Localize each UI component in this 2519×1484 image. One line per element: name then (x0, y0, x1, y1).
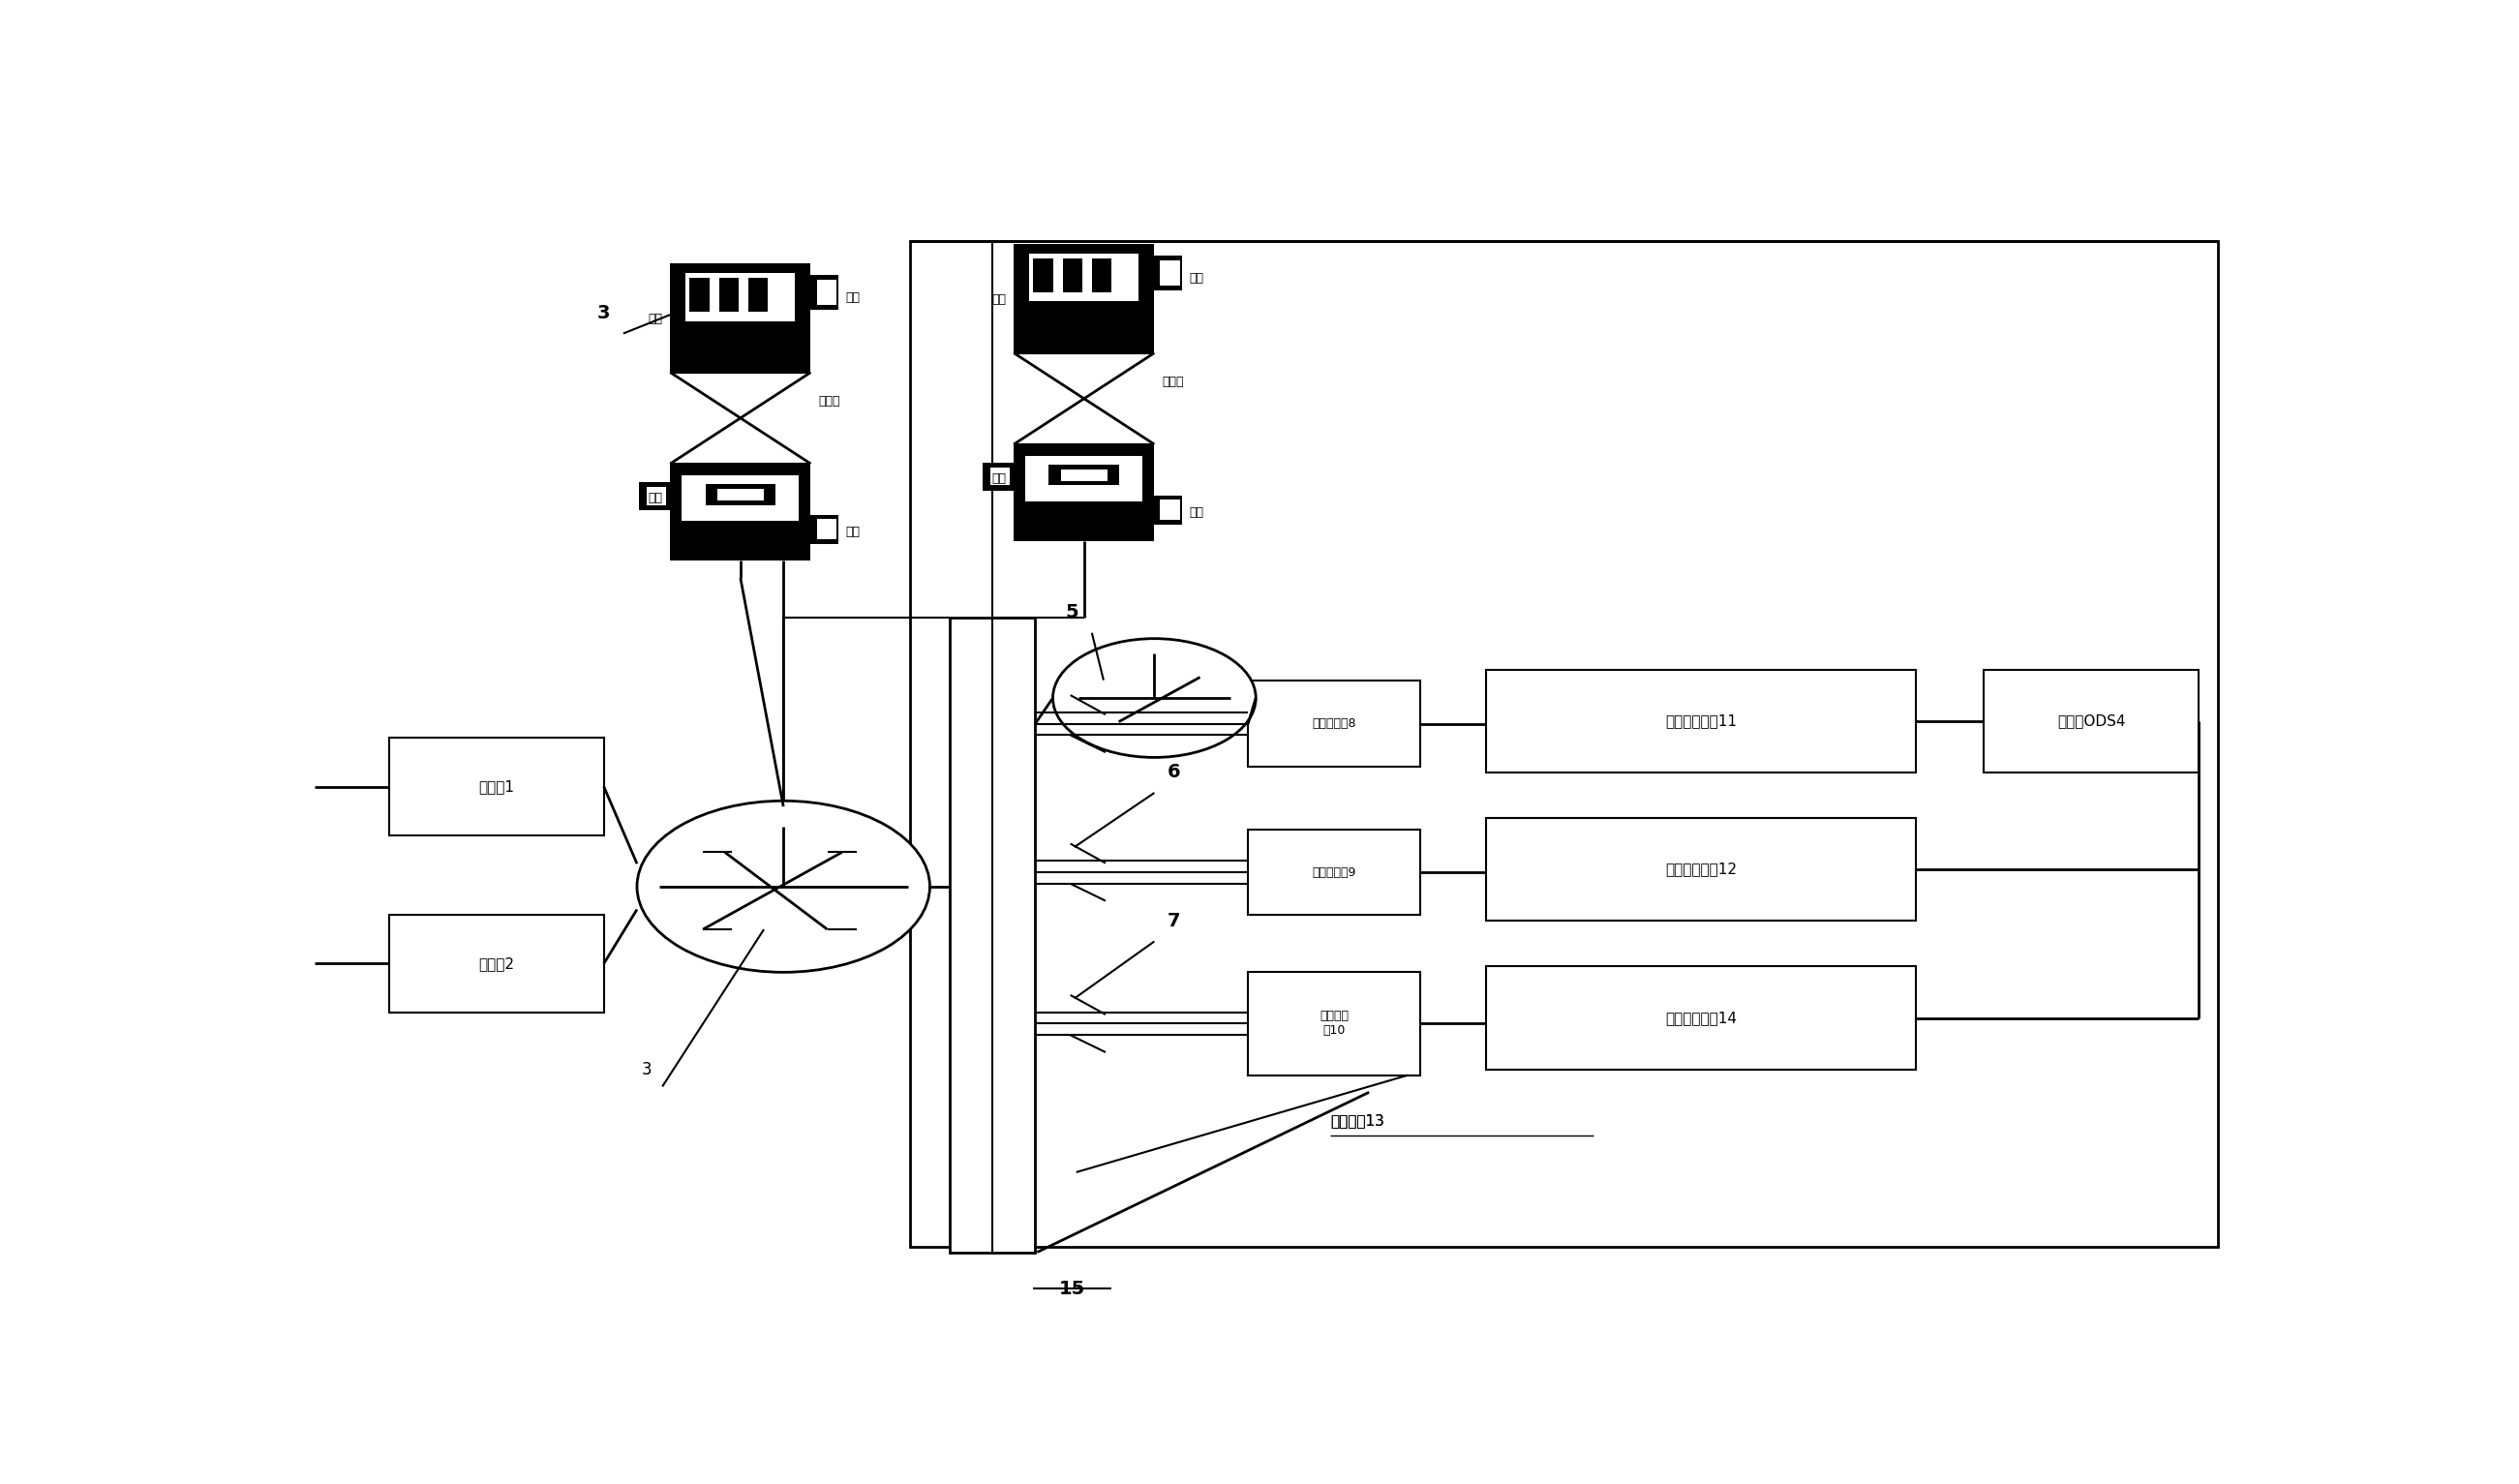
Text: 7: 7 (1166, 911, 1181, 930)
Text: 蓝火焰燃烧筒12: 蓝火焰燃烧筒12 (1665, 862, 1736, 877)
Bar (1013, 444, 1154, 542)
Bar (1161, 260, 1179, 285)
Bar (683, 475, 799, 521)
Bar (748, 278, 768, 312)
Bar (1060, 469, 1108, 481)
Text: 调节风门13: 调节风门13 (1330, 1113, 1383, 1128)
Bar (1247, 972, 1421, 1074)
Bar (705, 484, 776, 505)
Bar (950, 617, 1035, 1252)
Bar (1048, 464, 1118, 485)
Text: 15: 15 (1058, 1279, 1086, 1298)
Bar (1486, 966, 1914, 1070)
Text: 进气: 进气 (647, 491, 662, 505)
Text: 3: 3 (642, 1061, 652, 1077)
Text: 电磁阀: 电磁阀 (1161, 375, 1184, 387)
Bar (982, 463, 1013, 491)
Circle shape (637, 801, 930, 972)
Bar (1063, 258, 1083, 292)
Text: 黄火焰燃烧筒14: 黄火焰燃烧筒14 (1665, 1011, 1736, 1025)
Bar (1025, 456, 1144, 502)
Bar (1091, 258, 1111, 292)
Bar (1030, 254, 1139, 301)
Text: 双气源喷
嘴10: 双气源喷 嘴10 (1320, 1011, 1348, 1037)
Bar (1013, 245, 1154, 353)
Bar (1486, 818, 1914, 920)
Bar (718, 488, 763, 500)
Text: 3: 3 (597, 304, 610, 322)
Text: 调节风门13: 调节风门13 (1330, 1113, 1383, 1128)
Bar (685, 273, 796, 321)
Text: 进气: 进气 (992, 472, 1005, 485)
Circle shape (1053, 638, 1257, 757)
Bar (909, 240, 2219, 1247)
Bar (990, 467, 1010, 485)
Bar (1985, 669, 2199, 772)
Text: 出气: 出气 (1189, 506, 1204, 519)
Bar (1033, 258, 1053, 292)
Bar (811, 275, 839, 310)
Text: 蓝火焰燃烧筒11: 蓝火焰燃烧筒11 (1665, 714, 1736, 729)
Text: 出气: 出气 (846, 525, 861, 539)
Text: 进气: 进气 (992, 292, 1005, 306)
Text: 出气: 出气 (1189, 273, 1204, 285)
Bar (1486, 669, 1914, 772)
Bar (670, 264, 811, 372)
Text: 进气: 进气 (647, 312, 662, 325)
Bar (1161, 499, 1179, 519)
Text: 双气源ODS4: 双气源ODS4 (2058, 714, 2126, 729)
Text: 减压阀2: 减压阀2 (479, 956, 514, 971)
Bar (690, 278, 710, 312)
Bar (1247, 830, 1421, 916)
Bar (816, 518, 836, 539)
Bar (647, 487, 665, 505)
Text: 双气源喷嘴9: 双气源喷嘴9 (1312, 867, 1355, 879)
Bar (816, 280, 836, 304)
Text: 双气源喷嘴8: 双气源喷嘴8 (1312, 717, 1355, 730)
Text: 6: 6 (1166, 763, 1181, 782)
Bar (1247, 681, 1421, 767)
Bar (670, 463, 811, 561)
Text: 5: 5 (1066, 603, 1078, 622)
Text: 电磁阀: 电磁阀 (819, 395, 841, 407)
Bar (640, 482, 670, 510)
Bar (1154, 255, 1181, 289)
Bar (388, 916, 605, 1012)
Bar (718, 278, 738, 312)
Bar (1154, 496, 1181, 524)
Text: 出气: 出气 (846, 292, 861, 304)
Bar (388, 738, 605, 835)
Text: 减压阀1: 减压阀1 (479, 779, 514, 794)
Bar (811, 515, 839, 543)
